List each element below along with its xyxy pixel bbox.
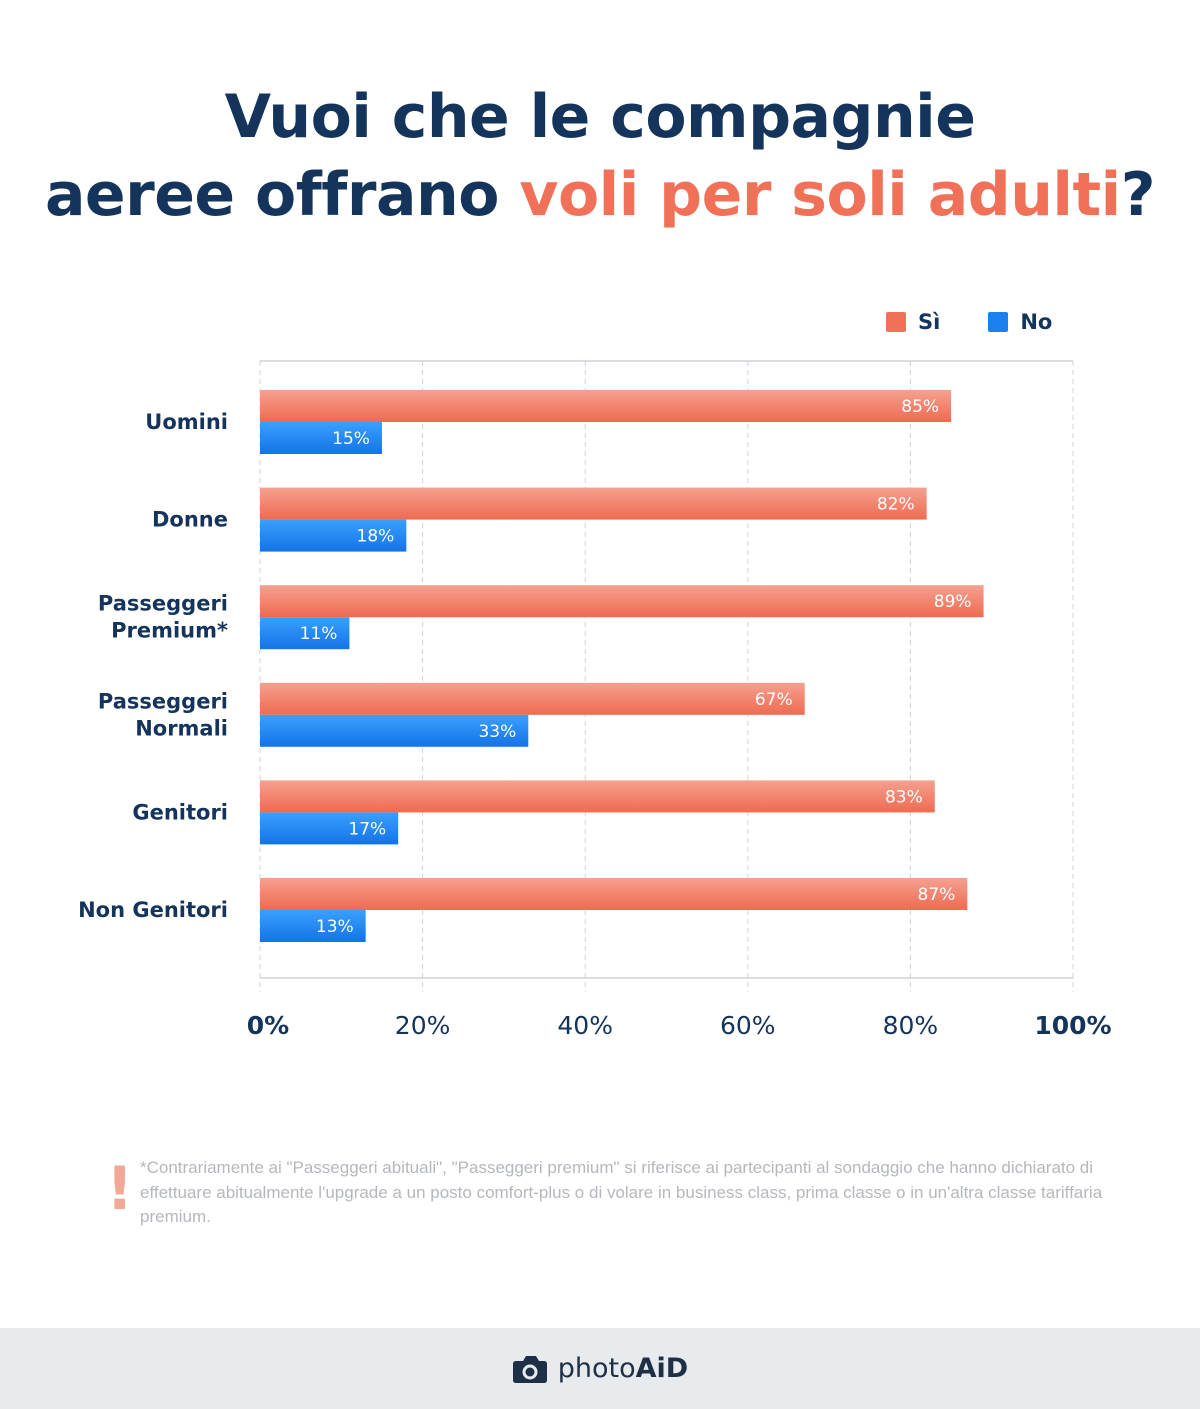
category-label: Uomini xyxy=(145,410,228,434)
bar-si xyxy=(260,585,984,618)
bar-no xyxy=(260,519,407,552)
x-tick-label: 20% xyxy=(395,1011,451,1040)
legend-item-no: No xyxy=(988,310,1052,334)
legend-label-si: Sì xyxy=(918,310,941,334)
page-title: Vuoi che le compagnie aeree offrano voli… xyxy=(0,78,1200,234)
brand-light: photo xyxy=(557,1353,636,1384)
data-label: 83% xyxy=(885,787,923,807)
bar-no xyxy=(260,422,382,454)
footnote-text: *Contrariamente ai "Passeggeri abituali"… xyxy=(140,1158,1103,1226)
data-label: 89% xyxy=(934,592,972,612)
x-tick-label: 100% xyxy=(1034,1011,1111,1040)
x-tick-label: 40% xyxy=(557,1011,613,1040)
legend-swatch-no xyxy=(988,312,1009,332)
footnote: ! *Contrariamente ai "Passeggeri abitual… xyxy=(106,1156,1106,1230)
bar-no xyxy=(260,617,350,650)
camera-icon xyxy=(512,1355,547,1383)
legend-item-si: Sì xyxy=(886,310,940,334)
data-label: 17% xyxy=(348,819,386,839)
data-label: 67% xyxy=(755,690,793,710)
x-tick-label: 80% xyxy=(883,1011,939,1040)
footer-bar: photoAiD xyxy=(0,1328,1200,1409)
bar-si xyxy=(260,780,935,813)
category-label: Normali xyxy=(135,716,228,740)
bar-si xyxy=(260,390,952,422)
bar-no xyxy=(260,714,529,747)
category-label: Passeggeri xyxy=(98,689,228,713)
brand-logo: photoAiD xyxy=(512,1353,688,1385)
bar-si xyxy=(260,878,968,910)
bar-no xyxy=(260,910,366,942)
data-label: 13% xyxy=(316,917,354,937)
bar-no xyxy=(260,812,399,845)
footnote-exclamation-icon: ! xyxy=(106,1154,134,1224)
title-suffix: ? xyxy=(1120,160,1156,230)
category-label: Donne xyxy=(152,508,228,532)
data-label: 11% xyxy=(300,624,338,644)
data-label: 18% xyxy=(357,527,395,547)
data-label: 85% xyxy=(901,397,939,417)
category-label: Non Genitori xyxy=(78,898,228,922)
category-label: Genitori xyxy=(132,800,228,824)
legend-label-no: No xyxy=(1020,310,1053,334)
brand-name: photoAiD xyxy=(558,1353,688,1384)
legend-swatch-si xyxy=(886,312,906,332)
data-label: 15% xyxy=(332,429,370,449)
brand-bold: AiD xyxy=(635,1353,689,1384)
chart-legend: Sì No xyxy=(886,310,1052,334)
x-tick-label: 60% xyxy=(720,1011,776,1040)
title-line2-prefix: aeree offrano xyxy=(44,160,520,230)
title-line1: Vuoi che le compagnie xyxy=(224,82,976,152)
data-label: 87% xyxy=(918,885,956,905)
bar-chart: 0% 20% 40% 60% 80% 100% 85% 15% Uomini 82% 18% Donn… xyxy=(78,360,1112,1040)
x-tick-label: 0% xyxy=(247,1011,289,1040)
category-label: Passeggeri xyxy=(98,592,228,616)
category-label: Premium* xyxy=(111,619,228,643)
bar-si xyxy=(260,682,805,715)
title-highlight: voli per soli adulti xyxy=(519,160,1121,230)
bar-si xyxy=(260,487,927,520)
data-label: 33% xyxy=(478,722,516,742)
data-label: 82% xyxy=(877,495,915,515)
